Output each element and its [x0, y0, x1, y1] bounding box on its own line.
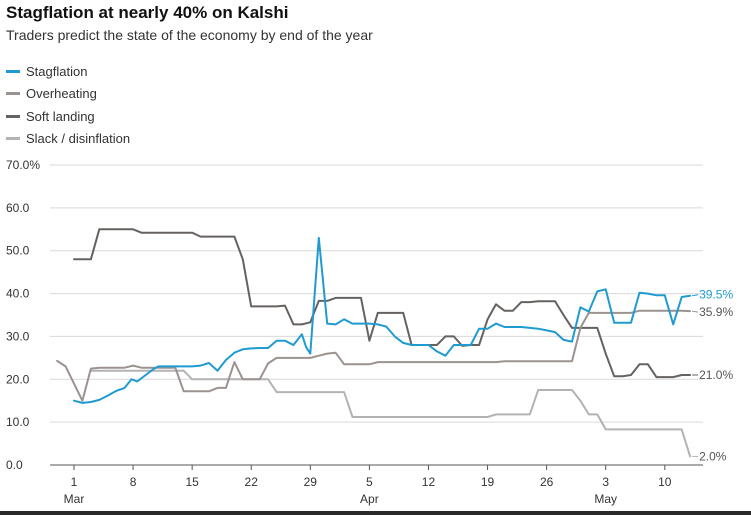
- y-tick-label: 50.0: [6, 244, 30, 258]
- x-tick-month-label: Mar: [64, 492, 85, 506]
- series-line-overheating: [56, 309, 692, 402]
- x-tick-label: 22: [245, 475, 259, 489]
- y-tick-label: 40.0: [6, 287, 30, 301]
- y-tick-label: 70.0%: [6, 158, 40, 172]
- legend-item-overheating: Overheating: [6, 83, 130, 106]
- series-end-label: 2.0%: [699, 449, 727, 463]
- legend-swatch: [6, 92, 20, 96]
- legend-label: Slack / disinflation: [26, 131, 131, 147]
- end-label-leader: [692, 310, 699, 313]
- series-line-soft-landing: [73, 228, 692, 379]
- legend-label: Stagflation: [26, 63, 88, 79]
- chart-subtitle: Traders predict the state of the economy…: [6, 27, 373, 43]
- x-tick-label: 15: [185, 475, 199, 489]
- end-label-leader: [692, 294, 699, 297]
- chart-title: Stagflation at nearly 40% on Kalshi: [6, 3, 289, 22]
- legend-swatch: [6, 69, 20, 73]
- x-tick-month-label: May: [594, 492, 617, 506]
- x-tick-label: 3: [602, 475, 609, 489]
- legend-item-stagflation: Stagflation: [6, 60, 130, 83]
- x-tick-label: 29: [304, 475, 318, 489]
- series-line-stagflation: [73, 236, 692, 404]
- x-tick-label: 1: [71, 475, 78, 489]
- x-tick-label: 26: [540, 475, 554, 489]
- legend-label: Soft landing: [26, 108, 95, 124]
- x-tick-month-label: Apr: [360, 492, 379, 506]
- bottom-bar: [0, 511, 751, 515]
- x-tick-label: 5: [366, 475, 373, 489]
- legend-item-slack-disinflation: Slack / disinflation: [6, 128, 130, 151]
- x-tick-label: 19: [481, 475, 495, 489]
- series-end-label: 21.0%: [699, 368, 733, 382]
- series-end-label: 35.9%: [699, 305, 733, 319]
- legend-swatch: [6, 137, 20, 141]
- y-tick-label: 10.0: [6, 415, 30, 429]
- y-tick-label: 0.0: [6, 458, 23, 472]
- legend-swatch: [6, 114, 20, 118]
- x-tick-label: 12: [422, 475, 436, 489]
- series-line-slack-disinflation: [89, 369, 692, 458]
- series-end-label: 39.5%: [699, 288, 733, 302]
- legend-item-soft-landing: Soft landing: [6, 105, 130, 128]
- y-tick-label: 60.0: [6, 201, 30, 215]
- chart-legend: Stagflation Overheating Soft landing Sla…: [6, 60, 130, 150]
- x-tick-label: 10: [658, 475, 672, 489]
- y-tick-label: 20.0: [6, 372, 30, 386]
- legend-label: Overheating: [26, 86, 97, 102]
- y-tick-label: 30.0: [6, 329, 30, 343]
- x-tick-label: 8: [130, 475, 137, 489]
